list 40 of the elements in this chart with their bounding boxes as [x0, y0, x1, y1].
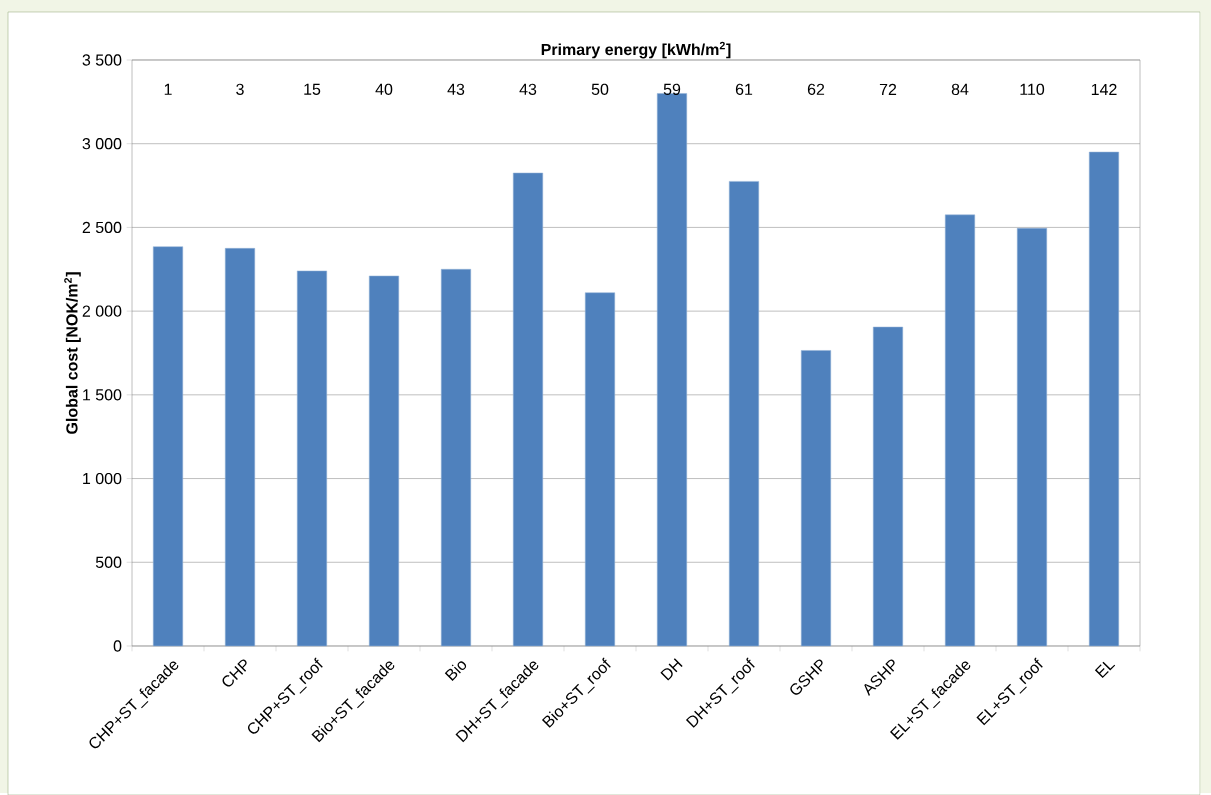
bar	[224, 247, 256, 647]
bar	[728, 180, 760, 647]
bar	[1088, 151, 1120, 647]
annotation: 59	[663, 83, 681, 95]
annotation: 61	[735, 83, 753, 95]
y-axis-title: Global cost [NOK/m$^{2}$]	[64, 272, 81, 434]
annotation: 62	[807, 83, 825, 95]
annotation: 72	[879, 83, 897, 95]
annotation: 43	[519, 83, 537, 95]
bar	[440, 268, 472, 647]
bar	[368, 275, 400, 647]
x2-axis-title: Primary energy [kWh/m$^{2}$]	[541, 41, 731, 59]
bar	[1016, 227, 1048, 647]
annotation: 84	[951, 83, 969, 95]
y-tick-label: 1 500	[83, 389, 122, 401]
bar	[800, 350, 832, 647]
annotation: 43	[447, 83, 465, 95]
bar	[656, 93, 688, 647]
bar	[152, 246, 184, 647]
x-tick-label: EL	[1094, 661, 1116, 678]
annotation: 40	[375, 83, 393, 95]
y-tick-label: 2 000	[82, 305, 122, 317]
annotation: 3	[236, 83, 244, 95]
bar	[584, 292, 616, 647]
y-tick-label: 2 500	[82, 221, 122, 233]
y-tick-label: 500	[95, 556, 122, 568]
annotation: 50	[591, 83, 609, 95]
y-tick-label: 0	[113, 640, 122, 652]
x-tick-label: DH	[660, 658, 683, 681]
bar	[512, 172, 544, 647]
bar	[944, 214, 976, 647]
annotation: 15	[304, 83, 321, 95]
bar	[872, 326, 904, 647]
annotation: 1	[164, 83, 172, 95]
bar	[296, 270, 328, 647]
y-tick-label: 3 500	[82, 54, 122, 66]
y-tick-label: 1 000	[83, 472, 122, 485]
y-tick-label: 3 000	[82, 137, 122, 150]
annotation: 142	[1091, 83, 1117, 95]
annotation: 110	[1020, 83, 1045, 95]
